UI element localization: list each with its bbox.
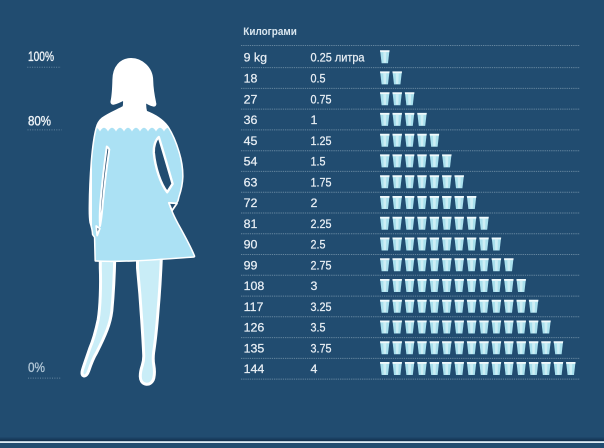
svg-text:3.25: 3.25: [311, 300, 332, 314]
svg-text:36: 36: [244, 113, 258, 127]
svg-text:2.25: 2.25: [311, 217, 332, 231]
svg-text:1.25: 1.25: [311, 134, 332, 148]
svg-text:108: 108: [244, 279, 265, 293]
svg-text:1.75: 1.75: [311, 175, 332, 189]
svg-text:144: 144: [244, 362, 265, 376]
svg-text:72: 72: [244, 196, 258, 210]
svg-text:100%: 100%: [28, 49, 54, 64]
svg-text:3: 3: [311, 279, 318, 293]
svg-text:1.5: 1.5: [311, 155, 326, 169]
svg-text:80%: 80%: [28, 114, 51, 129]
svg-text:54: 54: [244, 155, 258, 169]
svg-text:0.5: 0.5: [311, 72, 326, 86]
svg-text:90: 90: [244, 238, 258, 252]
svg-text:81: 81: [244, 217, 258, 231]
svg-text:117: 117: [244, 300, 264, 314]
svg-text:135: 135: [244, 341, 265, 355]
svg-text:4: 4: [311, 362, 318, 376]
svg-text:99: 99: [244, 258, 258, 272]
svg-text:126: 126: [244, 321, 265, 335]
svg-text:45: 45: [244, 134, 258, 148]
svg-text:18: 18: [244, 72, 258, 86]
svg-text:2: 2: [311, 196, 318, 210]
svg-text:1: 1: [311, 113, 318, 127]
svg-text:0%: 0%: [28, 360, 45, 375]
svg-text:9 kg: 9 kg: [244, 50, 268, 64]
svg-text:2.5: 2.5: [311, 238, 326, 252]
svg-text:0.75: 0.75: [311, 92, 332, 106]
svg-text:3.75: 3.75: [311, 341, 332, 355]
svg-text:63: 63: [244, 175, 258, 189]
svg-text:3.5: 3.5: [311, 321, 326, 335]
svg-text:2.75: 2.75: [311, 258, 332, 272]
svg-text:0.25 литра: 0.25 литра: [311, 50, 365, 64]
svg-text:Килограми: Килограми: [243, 26, 296, 38]
svg-text:27: 27: [244, 92, 258, 106]
